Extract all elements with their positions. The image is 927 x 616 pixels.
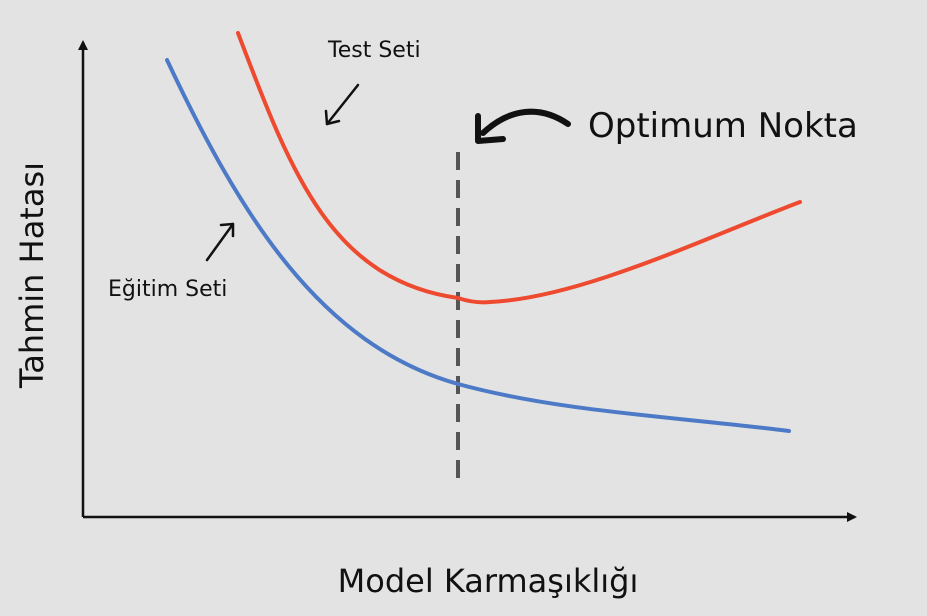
y-axis-label: Tahmin Hatası: [13, 162, 51, 389]
test-pointer-arrow: [325, 83, 360, 126]
test-label: Test Seti: [327, 38, 421, 63]
test-curve: [236, 31, 802, 305]
test-pointer-arrowhead: [324, 109, 341, 126]
train-pointer-arrowhead: [219, 222, 235, 238]
optimum-curved-arrow: [480, 108, 571, 136]
x-axis-label: Model Karmaşıklığı: [338, 562, 639, 600]
train-curve: [165, 58, 791, 433]
optimum-arrowhead: [475, 113, 506, 144]
train-label: Eğitim Seti: [108, 277, 227, 302]
train-pointer-arrow: [205, 222, 235, 262]
optimum-label: Optimum Nokta: [588, 106, 858, 146]
